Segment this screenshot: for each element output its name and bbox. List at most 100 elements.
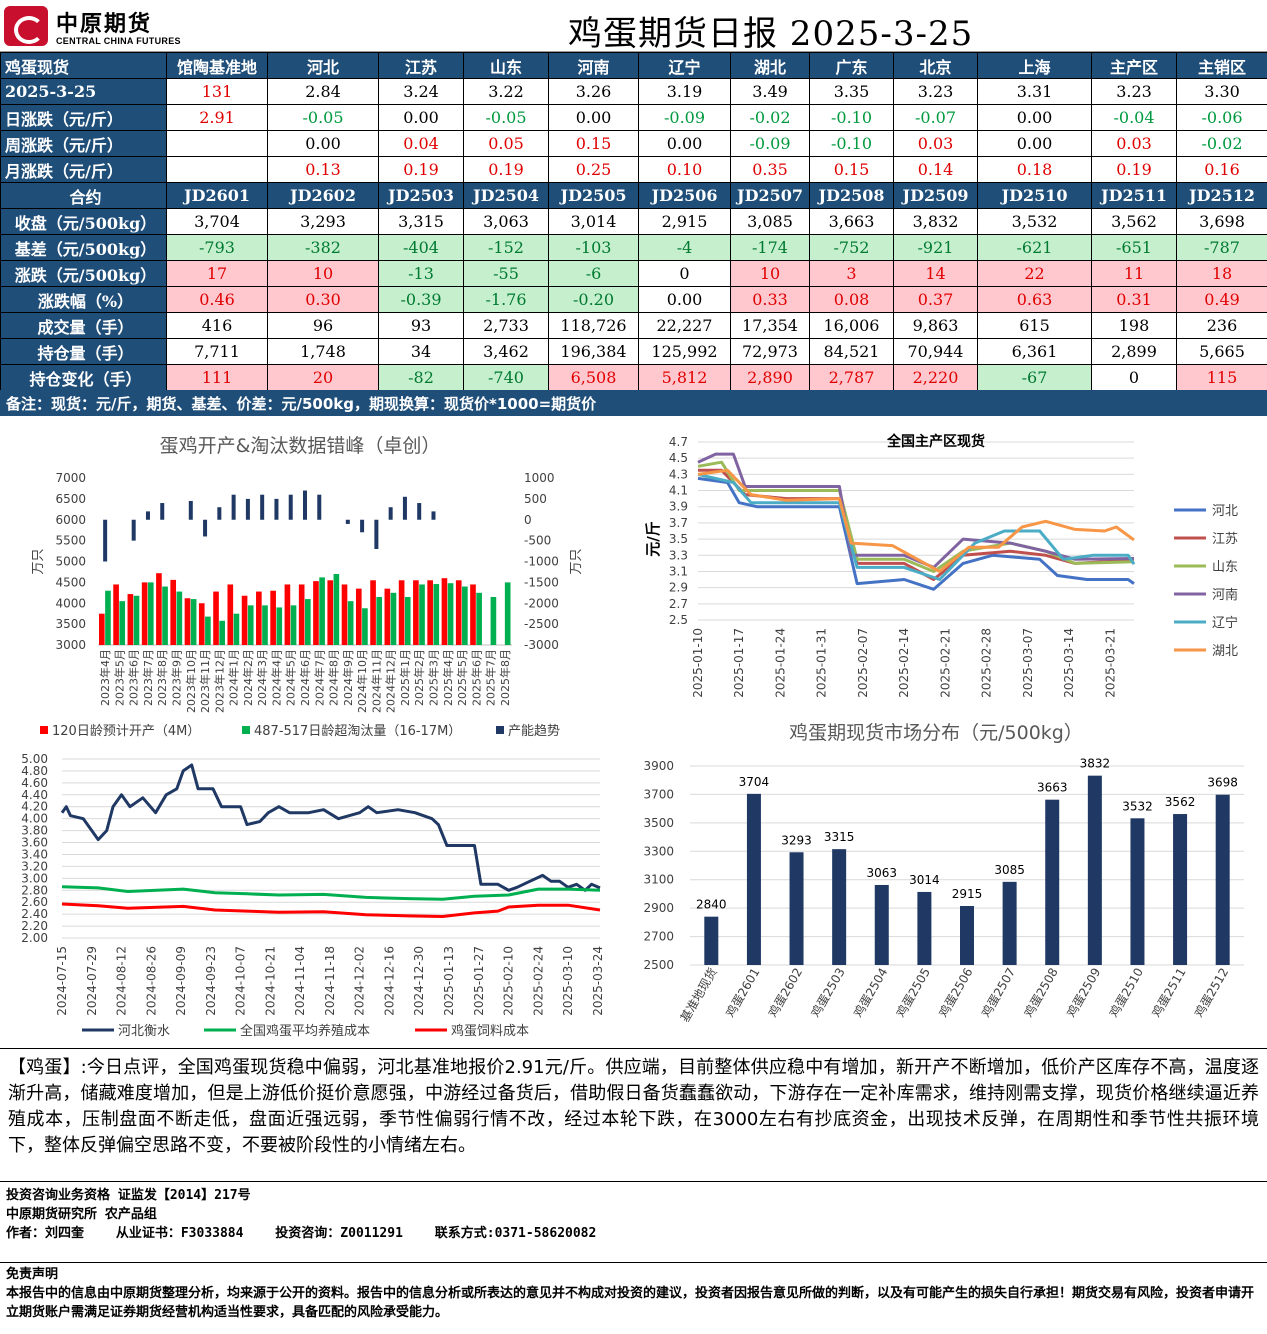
table-cell: 3.23 [893,78,978,105]
data-label: 3562 [1165,795,1196,809]
bar-capacity-trend [145,511,150,520]
column-header: 河北 [267,52,379,79]
bar-open [398,580,405,645]
y-axis-label: 万只 [31,548,46,574]
bar-culled [476,592,482,645]
y2-tick-label: 500 [524,492,547,506]
x-tick-label: 2024年8月 [327,649,341,706]
column-header: 江苏 [378,52,464,79]
bar-open [341,584,348,645]
x-tick-label: 2024-12-30 [412,946,426,1016]
table-cell: 20 [267,364,379,391]
table-cell: 3,704 [166,208,268,235]
bar-open [327,580,334,645]
author-line: 作者：刘四奎 从业证书：F3033884 投资咨询：Z0011291 联系方式:… [6,1224,1261,1243]
column-header: JD2508 [809,182,894,209]
bar-culled [362,608,368,645]
table-cell: -1.76 [463,286,549,313]
table-cell: 0.00 [548,104,639,131]
bar-culled [390,592,397,645]
row-label: 周涨跌（元/斤） [0,130,167,157]
table-cell: 0.00 [378,104,464,131]
legend-swatch [242,726,250,734]
x-tick-label: 2023年5月 [112,649,126,706]
bar [789,852,804,965]
table-cell: -0.02 [730,104,810,131]
data-label: 2915 [952,887,983,901]
x-tick-label: 2024-09-23 [204,946,218,1016]
table-cell: 3.22 [463,78,549,105]
table-cell: 118,726 [548,312,639,339]
table-cell: 6,508 [548,364,639,391]
bar-open [227,584,234,645]
report-header: 中原期货 CENTRAL CHINA FUTURES 鸡蛋期货日报 2025-3… [0,0,1267,54]
table-cell: 3.23 [1091,78,1177,105]
table-cell: 3.49 [730,78,810,105]
y-tick-label: 4.20 [21,800,48,814]
y2-tick-label: 0 [524,513,532,527]
spot-row: 月涨跌（元/斤） 0.13 0.19 0.19 0.25 0.10 0.35 0.15 0.14… [0,156,1267,183]
x-tick-label: 2025-02-14 [897,628,911,698]
y-tick-label: 3.1 [669,564,688,578]
table-cell: 0.46 [166,286,268,313]
disclaimer-text: 本报告中的信息由中原期货整理分析，均来源于公开的资料。报告中的信息分析或所表达的… [6,1286,1255,1320]
bar-capacity-trend [103,519,108,562]
table-cell: 1,748 [267,338,379,365]
bar [1173,814,1188,965]
bar-capacity-trend [217,507,222,520]
x-tick-label: 2025-03-10 [561,946,575,1016]
bar-culled [404,596,411,645]
bar-culled [290,605,297,645]
table-cell: 3,698 [1176,208,1267,235]
table-cell [166,156,268,183]
y2-tick-label: -3000 [524,638,559,652]
table-cell: -0.06 [1176,104,1267,131]
row-label: 基差（元/500kg） [0,234,167,261]
data-label: 3293 [781,833,812,847]
chart-futures-spot-distribution: 鸡蛋期现货市场分布（元/500kg） 2500 2700 2900 3100 3300 35… [636,715,1267,1045]
x-tick-label: 2025年3月 [426,649,440,706]
y-tick-label: 3.80 [21,824,48,838]
bar-open [270,590,276,645]
x-tick-label: 鸡蛋2508 [1021,965,1061,1020]
table-cell: 0.31 [1091,286,1177,313]
table-cell: -787 [1176,234,1267,261]
y2-tick-label: -2500 [524,617,559,631]
bar-culled [276,607,283,645]
y-tick-label: 2.80 [21,883,48,897]
table-cell: 0.13 [267,156,379,183]
y-tick-label: 3100 [643,873,674,887]
table-cell: 3.35 [809,78,894,105]
bar-culled [462,586,468,645]
bar-capacity-trend [402,496,407,520]
y-tick-label: 3.7 [669,516,688,530]
bar-capacity-trend [160,503,165,520]
x-tick-label: 2024年3月 [255,649,269,706]
table-cell: -0.10 [809,130,894,157]
bar-open [355,588,362,645]
table-cell: 0.03 [1091,130,1177,157]
bar [1087,775,1102,965]
y-tick-label: 4.3 [669,467,688,481]
table-cell: 93 [378,312,464,339]
y-tick-label: 3700 [643,787,674,801]
bar-capacity-trend [231,494,236,520]
table-cell: 96 [267,312,379,339]
table-cell: -55 [463,260,549,287]
table-cell: -0.05 [463,104,549,131]
y-tick-label: 5000 [55,555,86,569]
table-cell: 0.15 [548,130,639,157]
bar-open [170,579,177,645]
row-label: 持仓变化（手） [0,364,167,391]
x-tick-label: 2025年8月 [498,649,512,706]
y-tick-label: 2.7 [669,597,688,611]
data-label: 3832 [1080,757,1111,771]
y-tick-label: 4500 [55,575,86,589]
table-cell: -13 [378,260,464,287]
bar-culled [247,605,254,645]
table-cell: 2.91 [166,104,268,131]
table-cell: 0.03 [893,130,978,157]
table-cell: 0 [1091,364,1177,391]
bar-open [99,613,105,645]
table-cell: -404 [378,234,464,261]
